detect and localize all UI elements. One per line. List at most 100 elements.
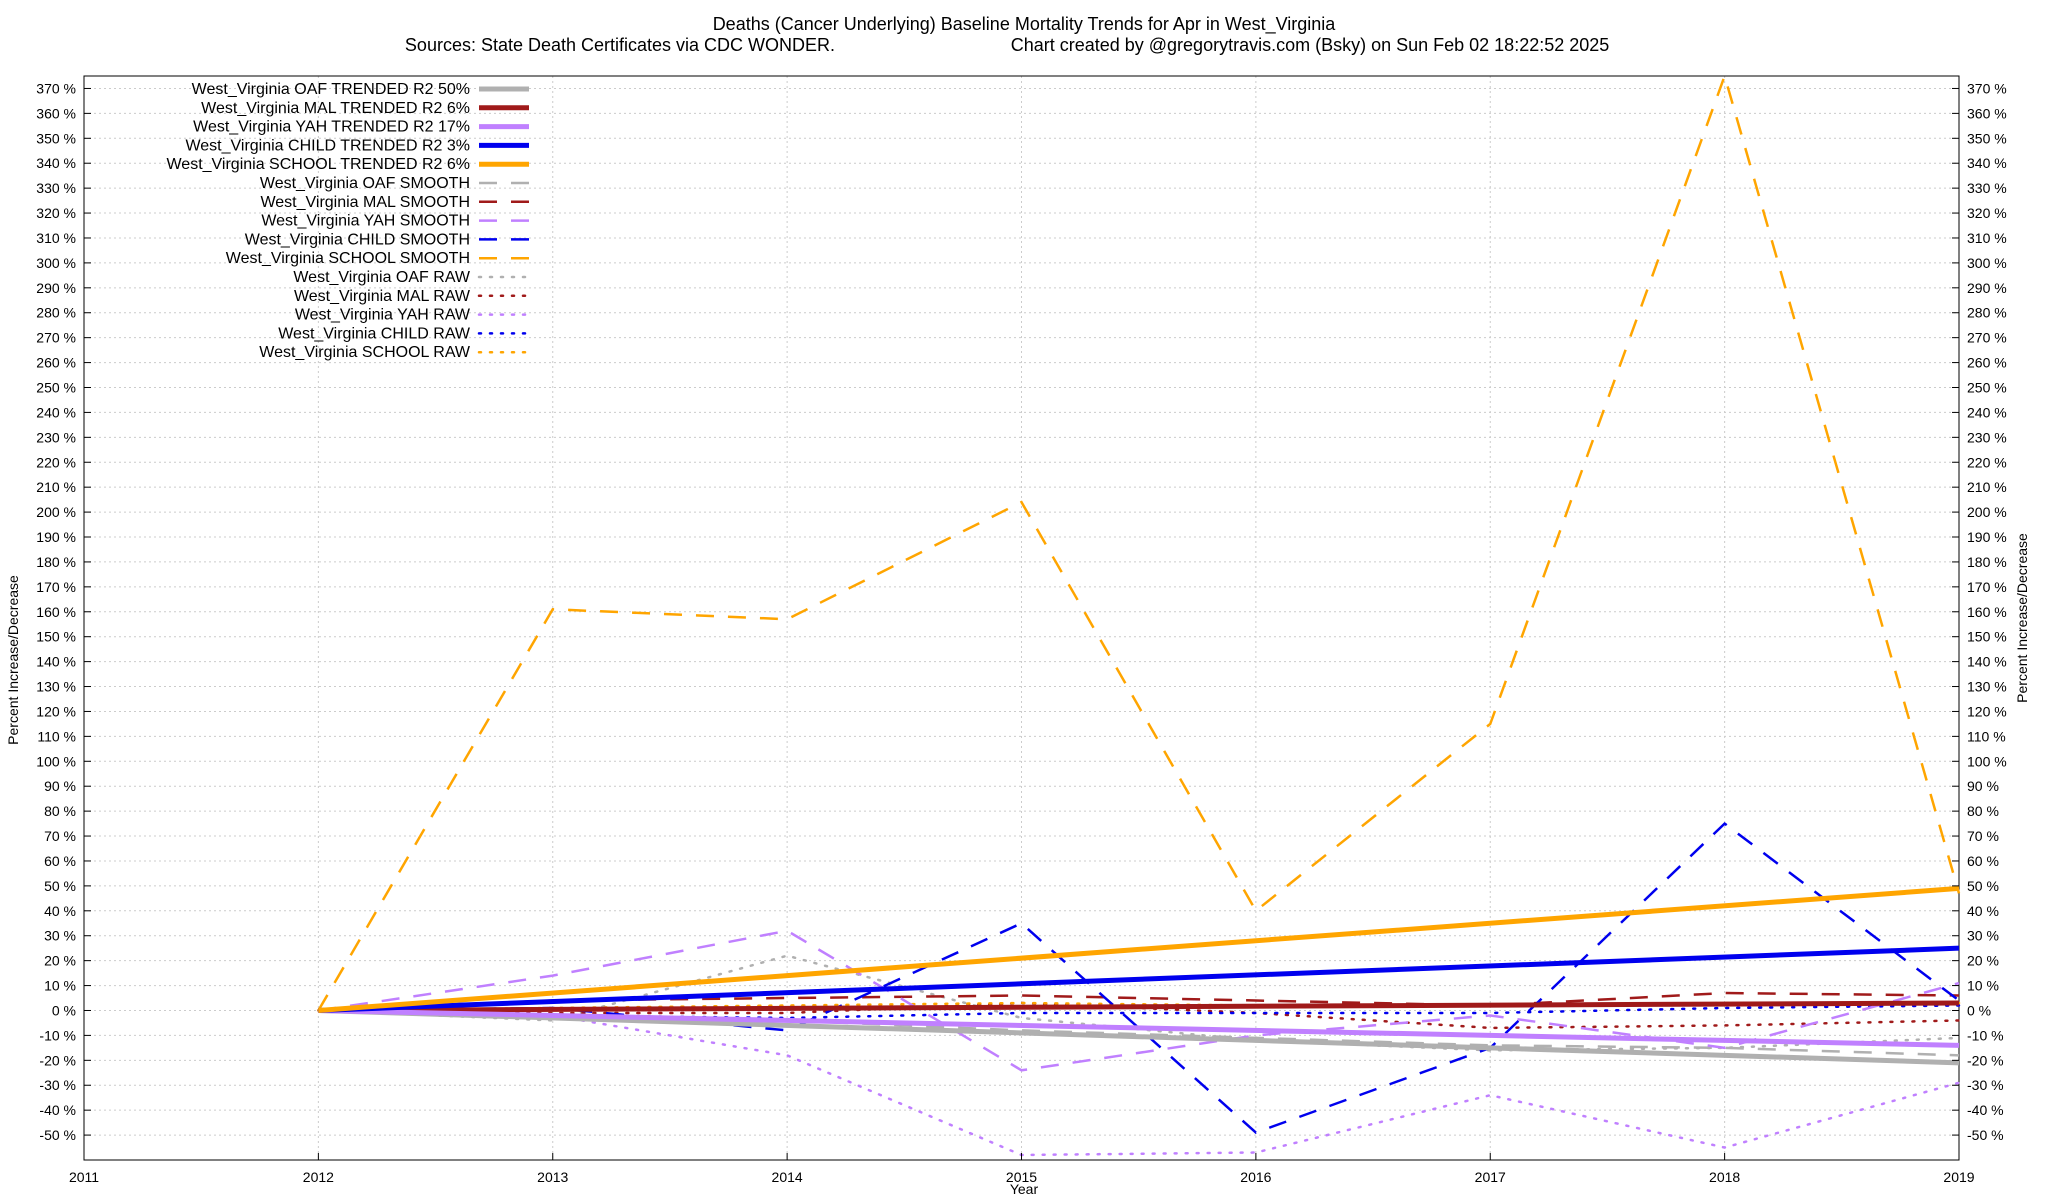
- y-tick-label: 130 %: [36, 679, 76, 695]
- legend-label: West_Virginia OAF TRENDED R2 50%: [192, 81, 470, 98]
- y2-tick-label: 260 %: [1967, 355, 2007, 371]
- y-tick-label: 150 %: [36, 629, 76, 645]
- y-tick-label: 90 %: [44, 778, 76, 794]
- y-tick-label: 60 %: [44, 853, 76, 869]
- y2-tick-label: 60 %: [1967, 853, 1999, 869]
- y-tick-label: 50 %: [44, 878, 76, 894]
- series-line: [318, 1000, 1960, 1013]
- y2-tick-label: 150 %: [1967, 629, 2007, 645]
- axis-ticks: -50 % -50 % -40 % -40 % -30 % -30 % -20 % -20 %…: [36, 80, 2006, 1185]
- legend-label: West_Virginia YAH RAW: [295, 307, 471, 324]
- legend-label: West_Virginia MAL SMOOTH: [260, 194, 470, 211]
- y2-tick-label: 50 %: [1967, 878, 1999, 894]
- y-tick-label: 120 %: [36, 703, 76, 719]
- y2-tick-label: 130 %: [1967, 679, 2007, 695]
- y-tick-label: 250 %: [36, 379, 76, 395]
- y-tick-label: 340 %: [36, 155, 76, 171]
- y-tick-label: 180 %: [36, 554, 76, 570]
- y-tick-label: 0 %: [52, 1002, 76, 1018]
- y-tick-label: 280 %: [36, 305, 76, 321]
- y-tick-label: 110 %: [37, 728, 76, 744]
- y-tick-label: 10 %: [44, 978, 76, 994]
- y2-tick-label: 200 %: [1967, 504, 2007, 520]
- series-line: [318, 929, 1960, 1072]
- y-tick-label: 350 %: [36, 130, 76, 146]
- y2-tick-label: 300 %: [1967, 255, 2007, 271]
- y-tick-label: 220 %: [36, 454, 76, 470]
- y-tick-label: 360 %: [36, 105, 76, 121]
- legend-label: West_Virginia YAH TRENDED R2 17%: [193, 119, 470, 136]
- y-tick-label: -30 %: [39, 1077, 76, 1093]
- y2-tick-label: -10 %: [1967, 1027, 2004, 1043]
- x-tick-label: 2015: [1006, 1169, 1037, 1185]
- y-tick-label: 170 %: [36, 579, 76, 595]
- legend-label: West_Virginia MAL RAW: [294, 288, 471, 305]
- x-tick-label: 2019: [1943, 1169, 1974, 1185]
- legend: West_Virginia OAF TRENDED R2 50% West_Vir…: [166, 81, 531, 361]
- y-tick-label: 20 %: [44, 953, 76, 969]
- y2-tick-label: 210 %: [1967, 479, 2007, 495]
- y-tick-label: 200 %: [36, 504, 76, 520]
- x-tick-label: 2017: [1475, 1169, 1506, 1185]
- legend-label: West_Virginia SCHOOL RAW: [259, 344, 471, 361]
- y-tick-label: 260 %: [36, 355, 76, 371]
- y-tick-label: -20 %: [39, 1052, 76, 1068]
- y-tick-label: 140 %: [36, 654, 76, 670]
- y-tick-label: 230 %: [36, 429, 76, 445]
- y2-tick-label: 280 %: [1967, 305, 2007, 321]
- y-tick-label: -50 %: [39, 1127, 76, 1143]
- y-tick-label: 210 %: [36, 479, 76, 495]
- y2-tick-label: 90 %: [1967, 778, 1999, 794]
- legend-label: West_Virginia SCHOOL SMOOTH: [226, 250, 470, 267]
- legend-label: West_Virginia SCHOOL TRENDED R2 6%: [166, 156, 470, 173]
- y2-tick-label: -20 %: [1967, 1052, 2004, 1068]
- y2-tick-label: -50 %: [1967, 1127, 2004, 1143]
- y2-tick-label: 270 %: [1967, 330, 2007, 346]
- y2-tick-label: 230 %: [1967, 429, 2007, 445]
- y2-tick-label: 70 %: [1967, 828, 1999, 844]
- series-line: [318, 1007, 1960, 1048]
- y2-tick-label: 100 %: [1967, 753, 2007, 769]
- legend-label: West_Virginia CHILD SMOOTH: [245, 231, 470, 248]
- y2-tick-label: 0 %: [1967, 1002, 1991, 1018]
- y-tick-label: 40 %: [44, 903, 76, 919]
- y2-tick-label: 240 %: [1967, 404, 2007, 420]
- y2-tick-label: 330 %: [1967, 180, 2007, 196]
- y-tick-label: -40 %: [39, 1102, 76, 1118]
- series-line: [318, 1007, 1960, 1066]
- y2-tick-label: 80 %: [1967, 803, 1999, 819]
- x-tick-label: 2011: [69, 1169, 99, 1185]
- y2-tick-label: 350 %: [1967, 130, 2007, 146]
- legend-label: West_Virginia YAH SMOOTH: [261, 213, 470, 230]
- y2-tick-label: 360 %: [1967, 105, 2007, 121]
- y-tick-label: -10 %: [39, 1027, 76, 1043]
- series-line: [317, 1009, 1961, 1157]
- y2-tick-label: 10 %: [1967, 978, 1999, 994]
- y2-tick-label: 220 %: [1967, 454, 2007, 470]
- y2-axis-label: Percent Increase/Decrease: [2014, 533, 2030, 703]
- y2-tick-label: 120 %: [1967, 703, 2007, 719]
- x-tick-label: 2018: [1709, 1169, 1740, 1185]
- y2-tick-label: 170 %: [1967, 579, 2007, 595]
- series-line: [318, 885, 1960, 1013]
- series-layer: [317, 71, 1961, 1157]
- y2-tick-label: 340 %: [1967, 155, 2007, 171]
- y-tick-label: 300 %: [36, 255, 76, 271]
- y2-tick-label: 30 %: [1967, 928, 1999, 944]
- y-tick-label: 80 %: [44, 803, 76, 819]
- y2-tick-label: 250 %: [1967, 379, 2007, 395]
- y-tick-label: 240 %: [36, 404, 76, 420]
- y2-tick-label: 190 %: [1967, 529, 2007, 545]
- y-tick-label: 310 %: [36, 230, 76, 246]
- y-tick-label: 370 %: [36, 80, 76, 96]
- y2-tick-label: 20 %: [1967, 953, 1999, 969]
- y2-tick-label: 290 %: [1967, 280, 2007, 296]
- legend-label: West_Virginia CHILD RAW: [278, 325, 471, 342]
- x-tick-label: 2013: [537, 1169, 568, 1185]
- y2-tick-label: 40 %: [1967, 903, 1999, 919]
- y-tick-label: 190 %: [36, 529, 76, 545]
- y2-tick-label: 110 %: [1967, 728, 2006, 744]
- y-tick-label: 290 %: [36, 280, 76, 296]
- chart-subtitle-sources: Sources: State Death Certificates via CD…: [405, 35, 835, 55]
